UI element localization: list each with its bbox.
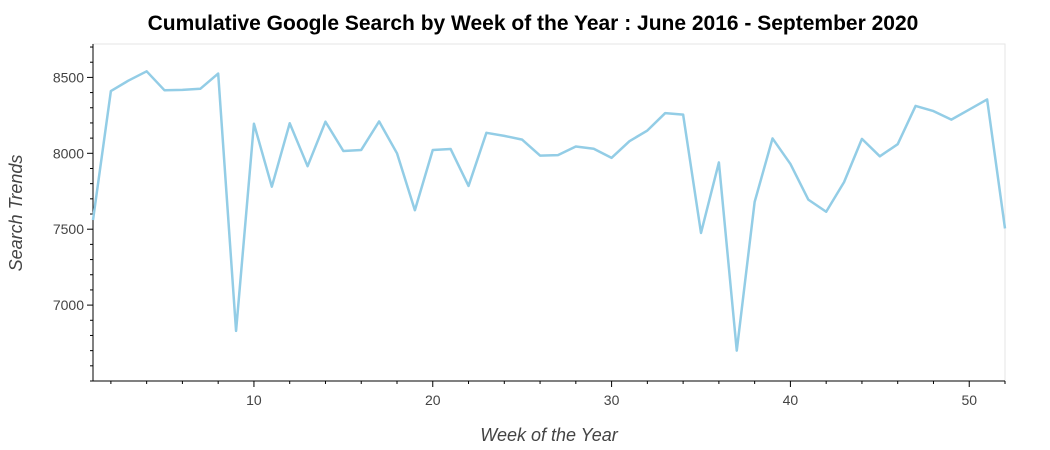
x-tick-label: 40: [783, 392, 799, 408]
y-tick-label: 8000: [53, 145, 84, 161]
y-tick-label: 7500: [53, 221, 84, 237]
y-axis-label: Search Trends: [6, 155, 26, 272]
series-line: [91, 70, 1007, 352]
x-tick-label: 10: [246, 392, 262, 408]
chart-title: Cumulative Google Search by Week of the …: [148, 12, 919, 35]
x-axis-label: Week of the Year: [480, 425, 618, 445]
x-tick-label: 30: [604, 392, 620, 408]
y-tick-label: 7000: [53, 297, 84, 313]
data-points: [92, 71, 1006, 351]
x-tick-label: 50: [961, 392, 977, 408]
x-tick-label: 20: [425, 392, 441, 408]
x-axis: 10 20 30 40 50: [93, 380, 1006, 408]
y-axis: 7000 7500 8000 8500: [53, 44, 94, 382]
y-tick-label: 8500: [53, 69, 84, 85]
plot-frame: [92, 43, 1006, 382]
